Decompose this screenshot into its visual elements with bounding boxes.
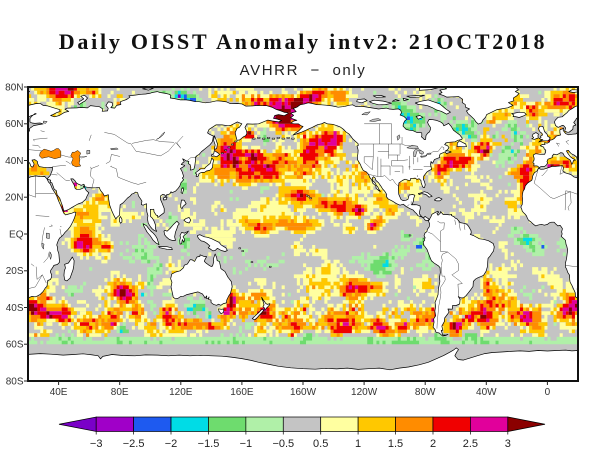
svg-text:2: 2 — [430, 438, 436, 450]
svg-text:0: 0 — [545, 387, 551, 398]
svg-text:120W: 120W — [351, 387, 378, 398]
svg-text:3: 3 — [505, 438, 511, 450]
svg-text:40S: 40S — [6, 303, 24, 314]
svg-text:1: 1 — [355, 438, 361, 450]
svg-text:20S: 20S — [6, 266, 24, 277]
svg-text:40W: 40W — [476, 387, 497, 398]
svg-text:120E: 120E — [169, 387, 193, 398]
svg-text:0.5: 0.5 — [313, 438, 328, 450]
svg-text:40E: 40E — [50, 387, 68, 398]
svg-text:−1: −1 — [240, 438, 253, 450]
svg-text:160E: 160E — [230, 387, 254, 398]
svg-text:−2.5: −2.5 — [123, 438, 145, 450]
svg-text:80N: 80N — [5, 82, 23, 93]
svg-text:20N: 20N — [5, 193, 23, 204]
svg-text:40N: 40N — [5, 156, 23, 167]
svg-text:−3: −3 — [90, 438, 103, 450]
svg-text:EQ: EQ — [9, 229, 24, 240]
svg-text:Daily OISST Anomaly intv2: 21O: Daily OISST Anomaly intv2: 21OCT2018 — [59, 29, 548, 54]
svg-text:−2: −2 — [165, 438, 178, 450]
svg-text:1.5: 1.5 — [388, 438, 403, 450]
svg-text:−1.5: −1.5 — [198, 438, 220, 450]
svg-text:AVHRR − only: AVHRR − only — [240, 62, 367, 79]
svg-text:60S: 60S — [6, 340, 24, 351]
svg-text:160W: 160W — [290, 387, 317, 398]
svg-text:2.5: 2.5 — [463, 438, 478, 450]
svg-text:−0.5: −0.5 — [272, 438, 294, 450]
svg-text:80W: 80W — [415, 387, 436, 398]
svg-text:80E: 80E — [111, 387, 129, 398]
svg-text:60N: 60N — [5, 119, 23, 130]
svg-text:80S: 80S — [6, 376, 24, 387]
